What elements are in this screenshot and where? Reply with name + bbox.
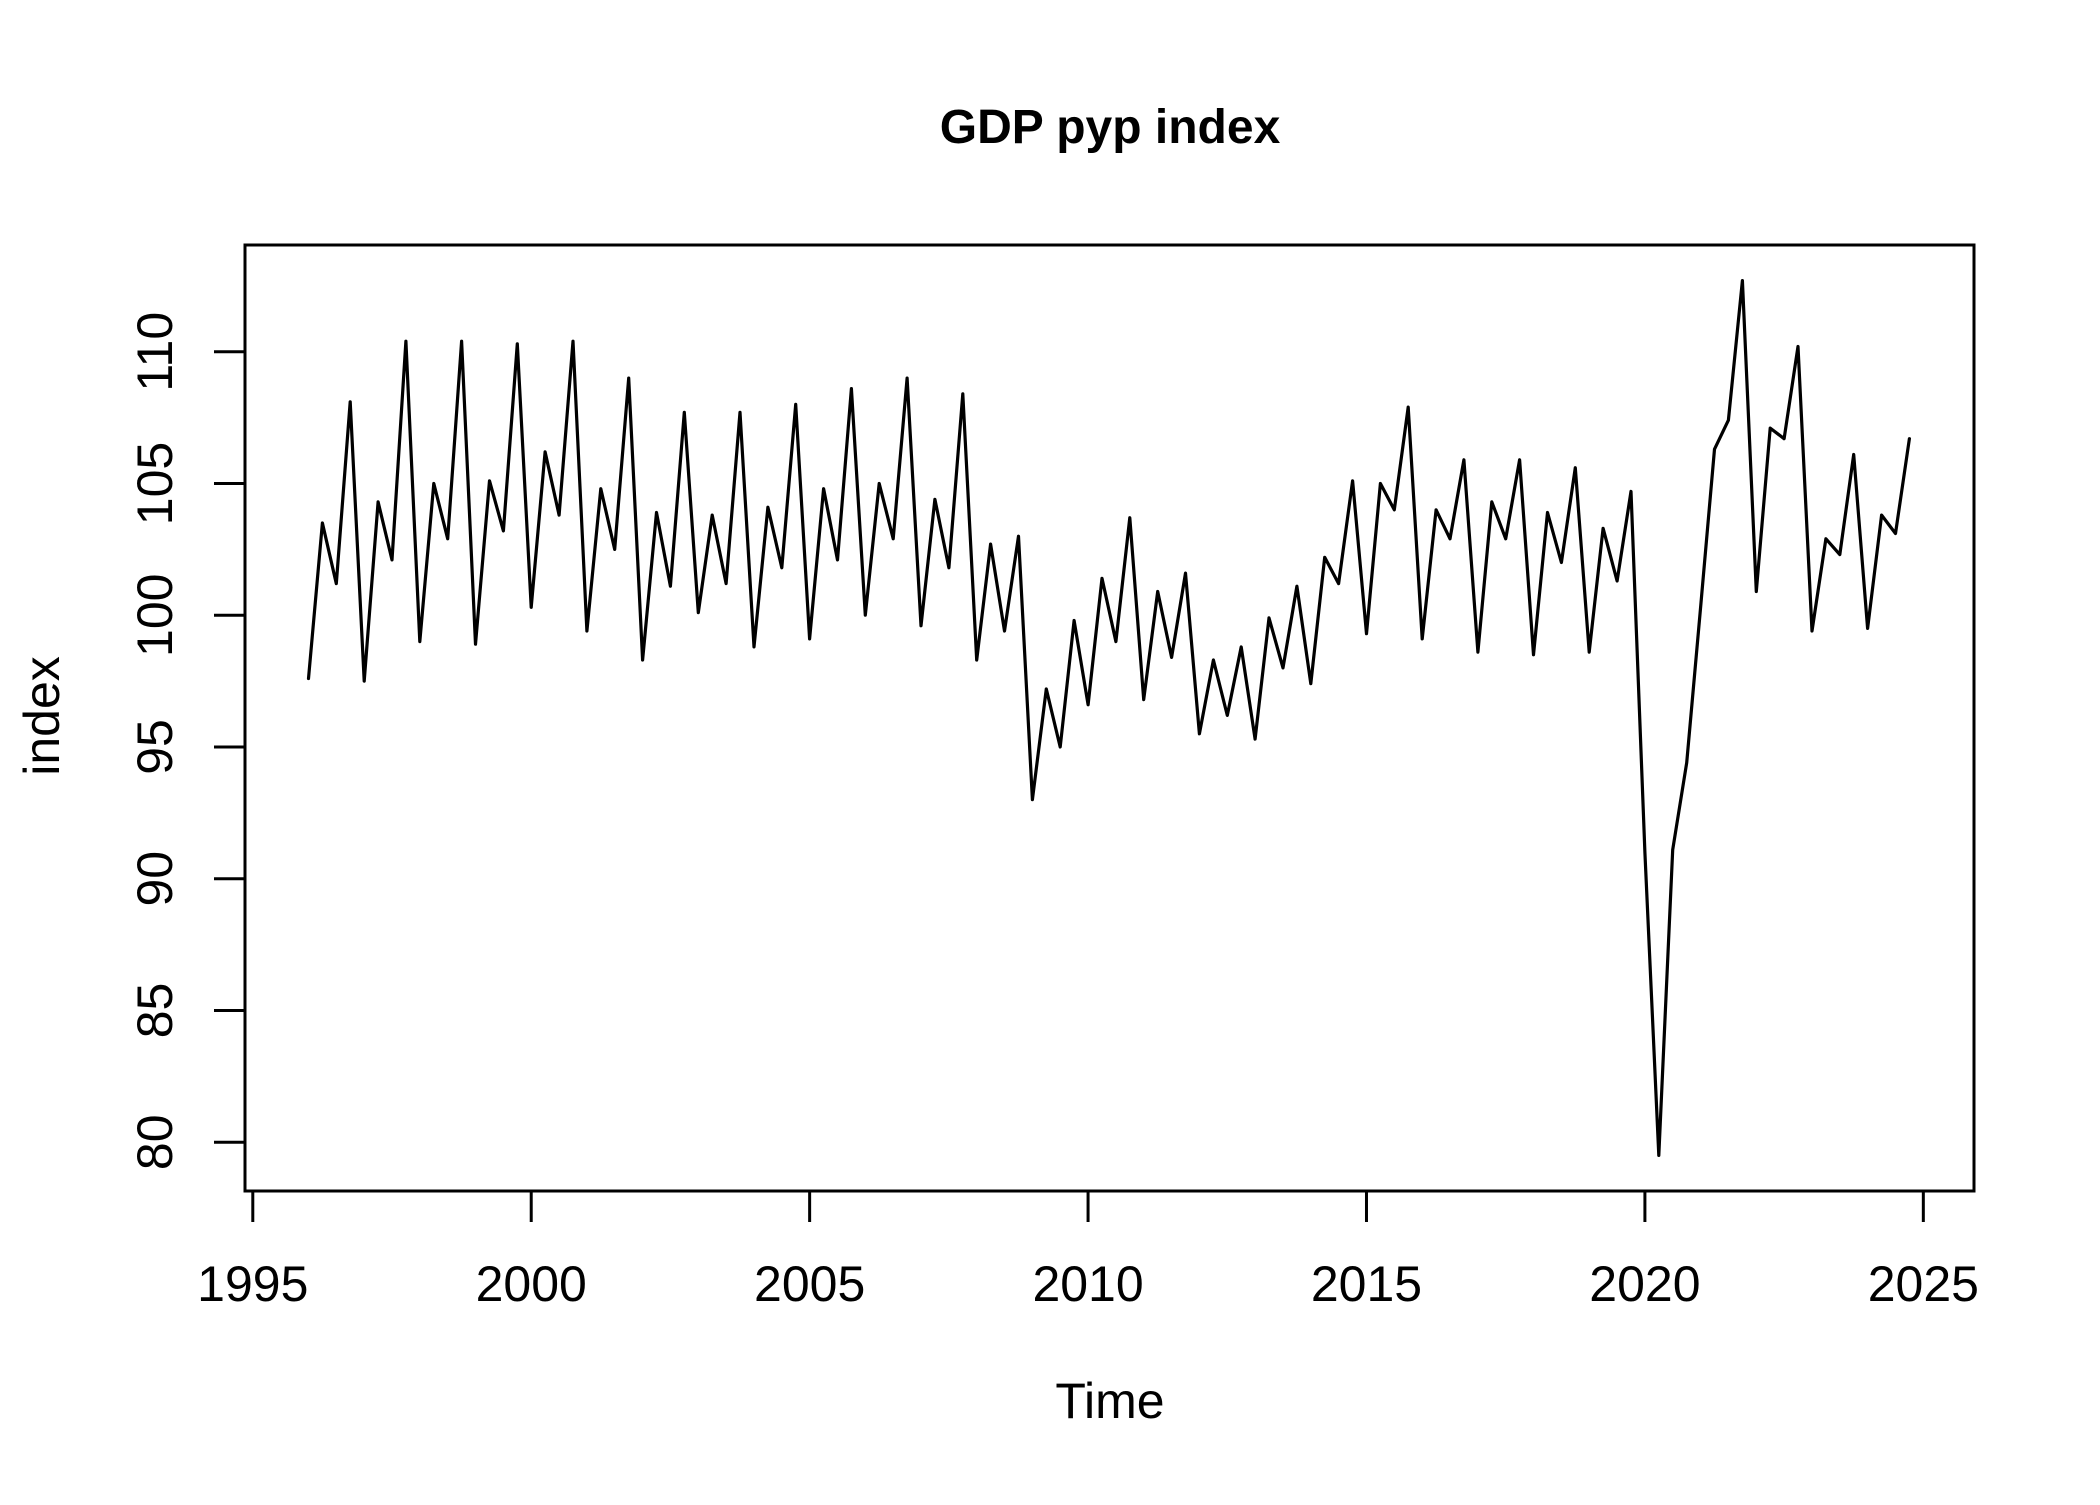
y-tick-label: 95: [127, 719, 183, 775]
series-line: [306, 279, 1912, 1158]
y-tick-label: 85: [127, 983, 183, 1039]
y-axis-title: index: [14, 656, 70, 776]
y-tick-label: 105: [127, 442, 183, 525]
x-tick-label: 2010: [1032, 1256, 1143, 1312]
x-tick-label: 2025: [1868, 1256, 1979, 1312]
chart-title: GDP pyp index: [940, 101, 1281, 154]
y-axis: 80 85 90 95 100 105 110: [127, 312, 245, 1170]
x-tick-label: 2005: [754, 1256, 865, 1312]
y-tick-label: 90: [127, 851, 183, 907]
y-tick-label: 100: [127, 574, 183, 657]
plot-box: [243, 243, 1976, 1193]
x-tick-label: 2020: [1589, 1256, 1700, 1312]
x-tick-label: 2000: [476, 1256, 587, 1312]
x-tick-label: 1995: [197, 1256, 308, 1312]
x-axis-title: Time: [1055, 1373, 1164, 1429]
y-tick-label: 110: [127, 312, 183, 392]
x-axis: 1995 2000 2005 2010 2015 2020 2025: [197, 1191, 1979, 1312]
y-tick-label: 80: [127, 1114, 183, 1170]
x-tick-label: 2015: [1311, 1256, 1422, 1312]
